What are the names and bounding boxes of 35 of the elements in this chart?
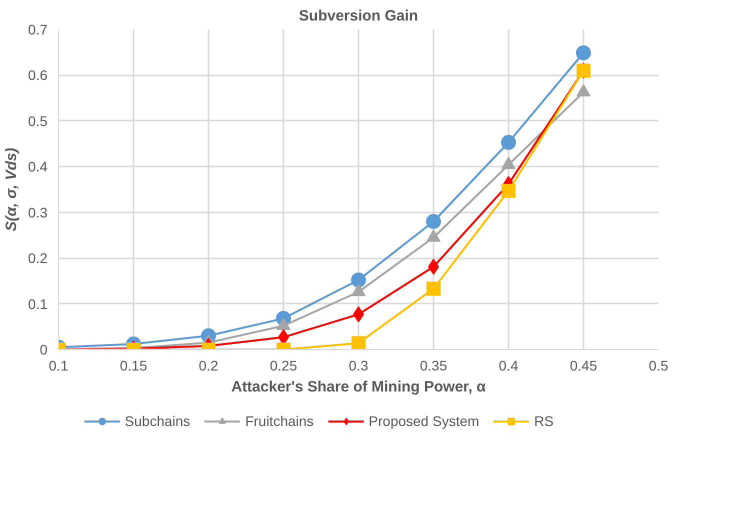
x-tick-label: 0.15 <box>120 358 148 374</box>
x-tick-label: 0.45 <box>570 358 598 374</box>
y-tick-label: 0.3 <box>28 204 48 220</box>
point <box>351 272 366 288</box>
x-tick-label: 0.25 <box>270 358 298 374</box>
point <box>501 134 516 150</box>
point <box>576 45 591 60</box>
point <box>426 229 440 242</box>
point <box>502 156 516 170</box>
x-tick-label: 0.2 <box>198 358 218 374</box>
y-tick-label: 0.6 <box>28 67 48 84</box>
x-tick-label: 0.35 <box>420 358 448 374</box>
chart-title: Subversion Gain <box>298 8 418 24</box>
y-tick-label: 0.5 <box>28 112 48 129</box>
legend-label: Fruitchains <box>245 413 314 429</box>
point <box>352 336 366 350</box>
x-tick-label: 0.4 <box>498 358 518 374</box>
legend-label: RS <box>534 413 554 429</box>
x-tick-label: 0.1 <box>48 358 68 374</box>
y-tick-label: 0.7 <box>28 22 48 38</box>
point <box>502 184 516 198</box>
point <box>352 284 366 296</box>
y-tick-label: 0 <box>40 342 48 358</box>
legend-label: Subchains <box>124 413 190 429</box>
x-tick-label: 0.3 <box>348 358 368 374</box>
y-tick-label: 0.2 <box>28 250 48 266</box>
y-tick-label: 0.4 <box>28 158 48 175</box>
point <box>276 318 290 330</box>
point <box>426 282 440 296</box>
y-axis-title: S(α, σ, Vds) <box>3 148 20 232</box>
legend-label: Proposed System <box>368 413 480 429</box>
y-tick-label: 0.1 <box>28 296 48 312</box>
x-tick-label: 0.5 <box>648 358 668 374</box>
x-axis-title: Attacker's Share of Mining Power, α <box>231 378 487 396</box>
point <box>426 214 441 229</box>
